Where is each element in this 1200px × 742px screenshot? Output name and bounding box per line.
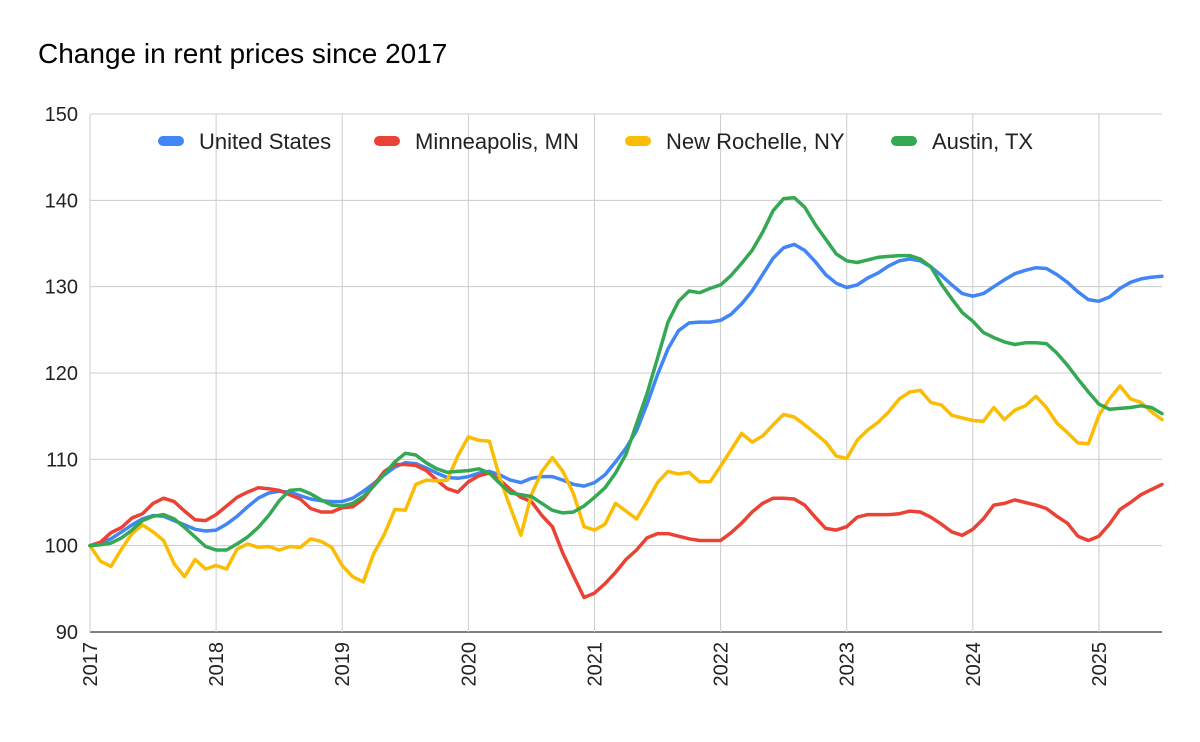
chart-title: Change in rent prices since 2017 (38, 38, 448, 69)
y-tick-label: 90 (56, 622, 78, 644)
x-tick-label: 2021 (584, 642, 606, 687)
series-line-minneapolis-mn (88, 462, 1164, 600)
y-tick-label: 120 (45, 363, 78, 385)
x-tick-label: 2025 (1089, 642, 1111, 687)
x-tick-label: 2018 (206, 642, 228, 687)
series-line-austin-tx (88, 195, 1164, 552)
gridlines (89, 113, 1162, 633)
x-tick-label: 2017 (80, 642, 102, 687)
series-line-united-states (88, 242, 1164, 548)
y-tick-label: 130 (45, 277, 78, 299)
legend-label-united-states: United States (199, 129, 331, 154)
x-tick-label: 2023 (837, 642, 859, 687)
x-tick-label: 2022 (711, 642, 733, 687)
legend-swatch-united-states (158, 136, 184, 146)
legend-swatch-new-rochelle-ny (625, 136, 651, 146)
legend-swatch-minneapolis-mn (374, 136, 400, 146)
x-tick-label: 2020 (458, 642, 480, 687)
legend-label-new-rochelle-ny: New Rochelle, NY (666, 129, 845, 154)
y-tick-label: 110 (46, 449, 78, 471)
series-line-new-rochelle-ny (88, 384, 1164, 584)
legend-swatch-austin-tx (891, 136, 917, 146)
legend-label-austin-tx: Austin, TX (932, 129, 1033, 154)
legend: United States Minneapolis, MN New Rochelle… (158, 129, 1033, 154)
y-tick-label: 140 (45, 190, 78, 212)
x-tick-label: 2024 (963, 642, 985, 687)
legend-label-minneapolis-mn: Minneapolis, MN (415, 129, 579, 154)
x-tick-label: 2019 (332, 642, 354, 687)
axis-tick-labels: 90 100 110 120 130 140 150 2017 2018 2019 2020 2021… (45, 104, 1111, 687)
y-tick-label: 100 (45, 536, 78, 558)
series-lines (88, 195, 1164, 600)
y-tick-label: 150 (45, 104, 78, 126)
